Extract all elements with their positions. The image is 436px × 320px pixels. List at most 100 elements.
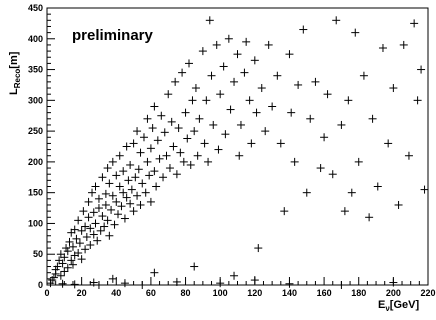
- data-point: [112, 171, 121, 180]
- data-point: [351, 28, 360, 37]
- data-point: [354, 157, 363, 166]
- data-point: [235, 151, 244, 160]
- x-tick-label: 220: [420, 288, 435, 298]
- y-axis-title-main: L: [8, 88, 20, 95]
- data-point: [200, 139, 209, 148]
- data-point: [389, 84, 398, 93]
- data-point: [49, 273, 58, 282]
- data-point: [233, 50, 242, 59]
- y-axis-title-unit: [m]: [8, 51, 20, 68]
- data-point: [91, 182, 100, 191]
- x-tick-label: 140: [282, 288, 297, 298]
- data-point: [373, 182, 382, 191]
- x-tick-label: 200: [386, 288, 401, 298]
- data-point: [119, 167, 128, 176]
- data-point: [216, 90, 225, 99]
- data-point: [94, 194, 103, 203]
- data-point: [136, 148, 145, 157]
- data-point: [290, 157, 299, 166]
- data-point: [294, 80, 303, 89]
- data-point: [146, 144, 155, 153]
- data-point: [133, 127, 142, 136]
- data-point: [143, 157, 152, 166]
- data-point: [89, 208, 98, 217]
- data-point: [181, 108, 190, 117]
- data-point: [82, 232, 91, 241]
- data-point: [58, 279, 67, 288]
- data-point: [242, 37, 251, 46]
- data-point: [103, 216, 112, 225]
- data-point: [75, 239, 84, 248]
- y-tick-label: 0: [38, 280, 43, 290]
- data-point: [179, 157, 188, 166]
- data-point: [67, 256, 76, 265]
- data-point: [224, 34, 233, 43]
- data-point: [56, 271, 65, 280]
- annotation-label: preliminary: [72, 27, 154, 44]
- data-point: [311, 77, 320, 86]
- data-point: [129, 207, 138, 216]
- data-point: [165, 164, 174, 173]
- data-point: [247, 139, 256, 148]
- data-point: [86, 240, 95, 249]
- data-point: [96, 226, 105, 235]
- data-point: [115, 182, 124, 191]
- data-point: [365, 213, 374, 222]
- data-point: [77, 226, 86, 235]
- data-point: [120, 214, 129, 223]
- data-point: [205, 16, 214, 25]
- x-tick-label: 20: [77, 288, 87, 298]
- data-point: [70, 225, 79, 234]
- x-tick-label: 0: [44, 288, 49, 298]
- data-point: [202, 96, 211, 105]
- x-tick-label: 40: [111, 288, 121, 298]
- y-axis-title-sub: Reco: [13, 69, 22, 89]
- data-point: [167, 117, 176, 126]
- data-point: [150, 167, 159, 176]
- data-point: [157, 111, 166, 120]
- data-point: [169, 142, 178, 151]
- data-point: [74, 248, 83, 257]
- data-point: [70, 280, 79, 289]
- x-axis-title-main: E: [378, 299, 385, 311]
- data-point: [190, 262, 199, 271]
- data-point: [245, 96, 254, 105]
- data-point: [89, 230, 98, 239]
- data-point: [190, 127, 199, 136]
- data-point: [212, 40, 221, 49]
- y-axis: 0 50 100 150 200 250 300 350 400 450: [28, 3, 55, 290]
- y-tick-label: 450: [28, 3, 43, 13]
- data-point: [155, 154, 164, 163]
- data-point: [174, 124, 183, 133]
- data-point: [159, 173, 168, 182]
- data-point: [420, 185, 429, 194]
- data-point: [91, 219, 100, 228]
- x-tick-label: 160: [317, 288, 332, 298]
- x-axis-title-sub: ν: [385, 304, 390, 313]
- data-point: [162, 151, 171, 160]
- data-point: [261, 127, 270, 136]
- x-tick-label: 180: [351, 288, 366, 298]
- data-point: [103, 164, 112, 173]
- data-point: [131, 173, 140, 182]
- data-point: [264, 40, 273, 49]
- data-point: [280, 207, 289, 216]
- data-point: [107, 205, 116, 214]
- data-point: [344, 96, 353, 105]
- data-point: [219, 62, 228, 71]
- data-point: [160, 128, 169, 137]
- data-point: [302, 188, 311, 197]
- data-point: [368, 114, 377, 123]
- data-point: [250, 56, 259, 65]
- data-point: [236, 120, 245, 129]
- data-point: [143, 114, 152, 123]
- data-point: [68, 260, 77, 269]
- data-point: [58, 259, 67, 268]
- data-point: [221, 130, 230, 139]
- y-tick-label: 250: [28, 126, 43, 136]
- data-point: [138, 179, 147, 188]
- data-point: [127, 185, 136, 194]
- data-point: [153, 136, 162, 145]
- data-point: [53, 262, 62, 271]
- data-point: [105, 179, 114, 188]
